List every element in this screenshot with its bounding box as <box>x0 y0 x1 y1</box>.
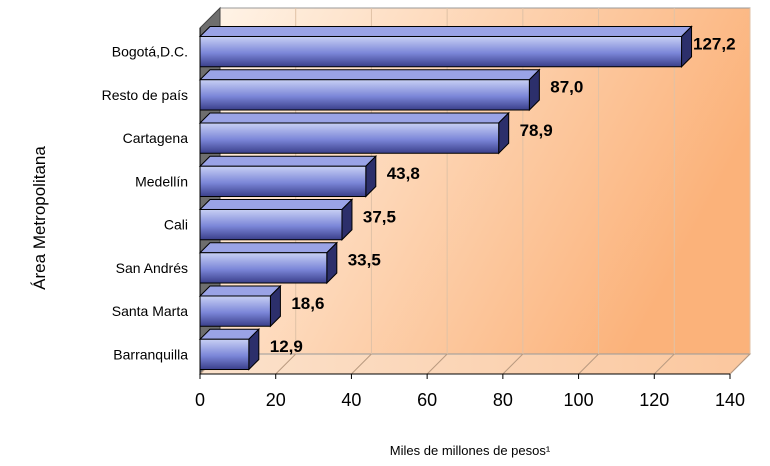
plot-floor <box>198 353 752 375</box>
category-label: Barranquilla <box>113 346 188 362</box>
category-label: Medellín <box>135 173 188 189</box>
value-label: 43,8 <box>387 164 420 183</box>
category-label: San Andrés <box>116 260 188 276</box>
category-label: Bogotá,D.C. <box>112 44 188 60</box>
bar-front-face <box>199 338 250 371</box>
x-axis-title: Miles de millones de pesos¹ <box>390 443 551 458</box>
bar <box>198 155 378 198</box>
bar-front-face <box>199 165 367 198</box>
floor-grid-line <box>653 353 675 375</box>
value-label: 78,9 <box>520 121 553 140</box>
bar-front-face <box>199 295 271 327</box>
floor-grid-line <box>578 353 599 375</box>
bar <box>198 111 510 155</box>
category-label: Cartagena <box>123 130 189 146</box>
bar-front-face <box>199 122 500 154</box>
value-label: 12,9 <box>270 337 303 356</box>
x-tick-label: 140 <box>715 390 745 410</box>
bar-top-face <box>198 25 693 37</box>
bar-top-face <box>198 285 282 297</box>
value-labels: 127,2 87,0 78,9 43,8 37,5 33,5 18,6 12,9 <box>270 34 736 356</box>
value-label: 127,2 <box>693 34 736 53</box>
bar-top-face <box>198 69 541 81</box>
y-axis-title: Área Metropolitana <box>30 146 49 290</box>
x-tick-label: 40 <box>341 390 361 410</box>
bar-top-face <box>198 242 339 254</box>
bar <box>198 198 354 241</box>
x-tick-label: 20 <box>266 390 286 410</box>
bar-front-face <box>199 208 343 241</box>
x-tick-label: 80 <box>493 390 513 410</box>
floor-grid-line <box>275 353 297 375</box>
x-tick-label: 60 <box>417 390 437 410</box>
x-tick-labels: 0 20 40 60 80 100 120 140 <box>195 390 745 410</box>
bar <box>198 328 261 371</box>
bar-top-face <box>198 155 378 167</box>
floor-grid-line <box>502 353 524 375</box>
x-tick-label: 100 <box>564 390 594 410</box>
floor-grid-line <box>351 353 372 375</box>
category-labels: Bogotá,D.C. Resto de país Cartagena Medellí… <box>102 44 189 363</box>
value-label: 37,5 <box>363 207 396 226</box>
x-tick-label: 0 <box>195 390 205 410</box>
category-label: Cali <box>164 217 188 233</box>
bar-top-face <box>198 198 354 210</box>
value-label: 33,5 <box>348 251 381 270</box>
bars-group <box>198 25 693 371</box>
bar-front-face <box>199 35 683 68</box>
bar <box>198 25 693 68</box>
bar <box>198 68 541 112</box>
value-label: 87,0 <box>550 78 583 97</box>
value-label: 18,6 <box>291 294 324 313</box>
bar-front-face <box>199 79 530 111</box>
floor-grid-line <box>729 353 751 375</box>
x-tick-label: 120 <box>639 390 669 410</box>
category-label: Santa Marta <box>112 303 188 319</box>
bar-top-face <box>198 112 510 124</box>
floor-grid-line <box>426 353 448 375</box>
bar <box>198 241 339 285</box>
bar-front-face <box>199 252 328 284</box>
bar <box>198 284 282 328</box>
category-label: Resto de país <box>102 87 188 103</box>
